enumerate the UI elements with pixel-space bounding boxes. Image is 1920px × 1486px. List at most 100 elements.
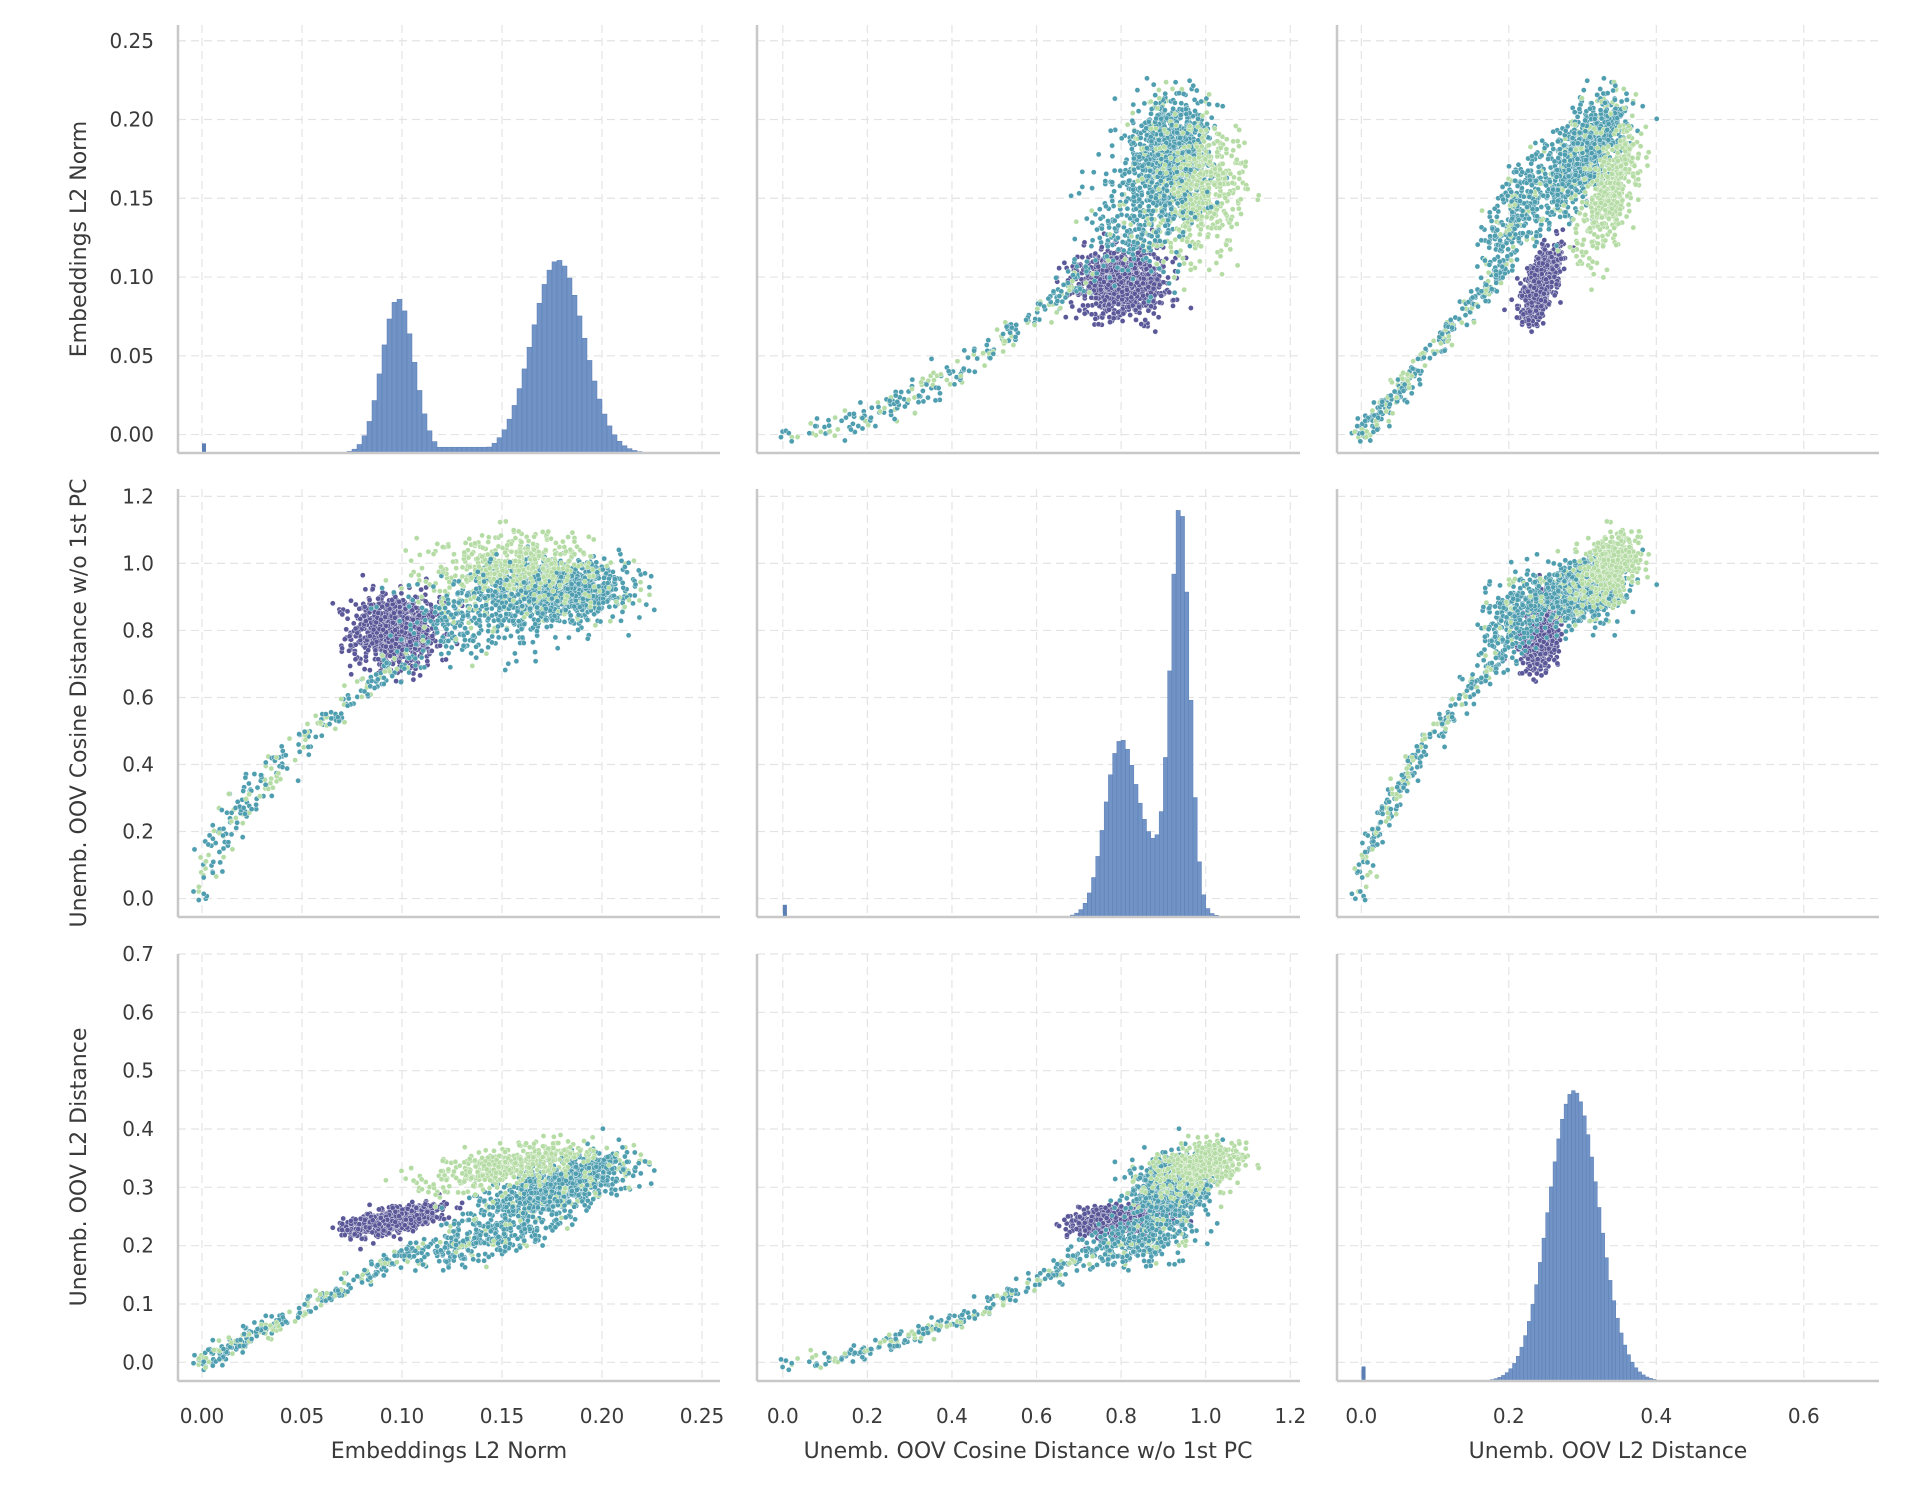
y-tick-label: 0.25 [109, 29, 154, 53]
scatter-point [1520, 311, 1527, 318]
scatter-point [1519, 292, 1525, 299]
scatter-point [1161, 144, 1167, 150]
scatter-point [1557, 299, 1564, 306]
scatter-point [1093, 300, 1099, 307]
scatter-point [1161, 192, 1168, 199]
scatter-point [1184, 238, 1190, 245]
scatter-point [869, 404, 875, 411]
scatter-point [1561, 266, 1567, 272]
scatter-point [1106, 306, 1112, 313]
scatter-point [1111, 167, 1118, 174]
histogram-bar [391, 302, 398, 454]
scatter-point [1576, 106, 1583, 112]
scatter-point [1092, 315, 1099, 322]
scatter-point [1152, 328, 1159, 335]
histogram-bar [541, 284, 548, 454]
scatter-point [1560, 226, 1566, 233]
scatter-point [1597, 86, 1603, 92]
scatter-point [1550, 186, 1556, 193]
scatter-point [1162, 90, 1168, 97]
scatter-point [1169, 259, 1176, 265]
scatter-point [1110, 203, 1117, 209]
scatter-point [1540, 320, 1546, 327]
scatter-point [1195, 116, 1201, 122]
scatter-point [1624, 97, 1630, 103]
scatter-point [1546, 226, 1552, 232]
scatter-point [960, 365, 967, 372]
scatter-point [1533, 292, 1539, 298]
scatter-point [898, 389, 905, 395]
scatter-point [1180, 255, 1186, 262]
scatter-point [1180, 130, 1186, 136]
scatter-point [1092, 250, 1099, 257]
scatter-point [1514, 314, 1520, 321]
scatter-point [1229, 180, 1236, 186]
scatter-point [1549, 266, 1556, 273]
scatter-point [1156, 87, 1162, 93]
scatter-point [1639, 103, 1646, 109]
scatter-point [1120, 310, 1127, 317]
scatter-point [1200, 200, 1206, 206]
scatter-point [826, 422, 832, 429]
scatter-point [872, 423, 879, 429]
scatter-point [1138, 321, 1145, 327]
histogram-bar [511, 405, 518, 454]
scatter-point [1229, 206, 1236, 212]
scatter-point [1557, 130, 1563, 136]
scatter-point [1170, 297, 1177, 303]
scatter-point [1197, 231, 1203, 238]
scatter-point [1243, 158, 1249, 165]
scatter-point [1181, 144, 1188, 150]
scatter-point [1173, 122, 1180, 129]
scatter-point [1106, 274, 1113, 281]
scatter-point [1214, 102, 1221, 108]
scatter-point [1122, 160, 1129, 166]
scatter-point [1092, 257, 1099, 264]
scatter-point [1148, 233, 1155, 239]
scatter-point [1172, 111, 1178, 117]
scatter-point [1196, 205, 1203, 211]
scatter-point [1176, 233, 1183, 240]
scatter-point [1141, 248, 1147, 254]
scatter-point [1236, 170, 1243, 176]
scatter-point [1183, 166, 1189, 172]
scatter-point [894, 398, 901, 405]
scatter-point [1134, 178, 1141, 184]
scatter-point [1139, 231, 1145, 238]
scatter-point [1176, 140, 1183, 147]
scatter-point [1602, 100, 1608, 106]
scatter-point [1191, 156, 1198, 162]
scatter-point [1166, 280, 1172, 287]
scatter-point [1137, 135, 1144, 141]
scatter-point [1255, 196, 1261, 203]
scatter-point [1128, 262, 1134, 268]
scatter-point [1097, 206, 1103, 212]
scatter-point [1012, 334, 1019, 340]
scatter-point [1156, 186, 1162, 192]
scatter-point [1079, 254, 1086, 260]
scatter-point [1155, 151, 1161, 158]
scatter-point [1175, 268, 1181, 275]
scatter-point [1558, 238, 1565, 245]
scatter-point [1000, 348, 1007, 355]
scatter-point [1562, 209, 1569, 216]
scatter-point [1100, 263, 1107, 269]
scatter-point [1203, 127, 1209, 133]
scatter-point [1077, 286, 1083, 292]
scatter-point [1528, 328, 1535, 335]
scatter-point [1535, 255, 1542, 262]
scatter-point [980, 350, 986, 356]
scatter-point [1234, 221, 1240, 227]
scatter-point [1070, 272, 1076, 278]
histogram-bar [576, 315, 583, 454]
scatter-point [1517, 280, 1524, 287]
scatter-point [1131, 213, 1137, 219]
histogram-bar [202, 443, 206, 453]
scatter-point [1175, 149, 1181, 156]
scatter-point [1102, 178, 1109, 184]
scatter-point [1097, 215, 1104, 222]
scatter-point [1099, 244, 1105, 250]
scatter-point [1079, 184, 1086, 190]
scatter-point [1612, 97, 1618, 103]
scatter-point [1164, 187, 1170, 194]
